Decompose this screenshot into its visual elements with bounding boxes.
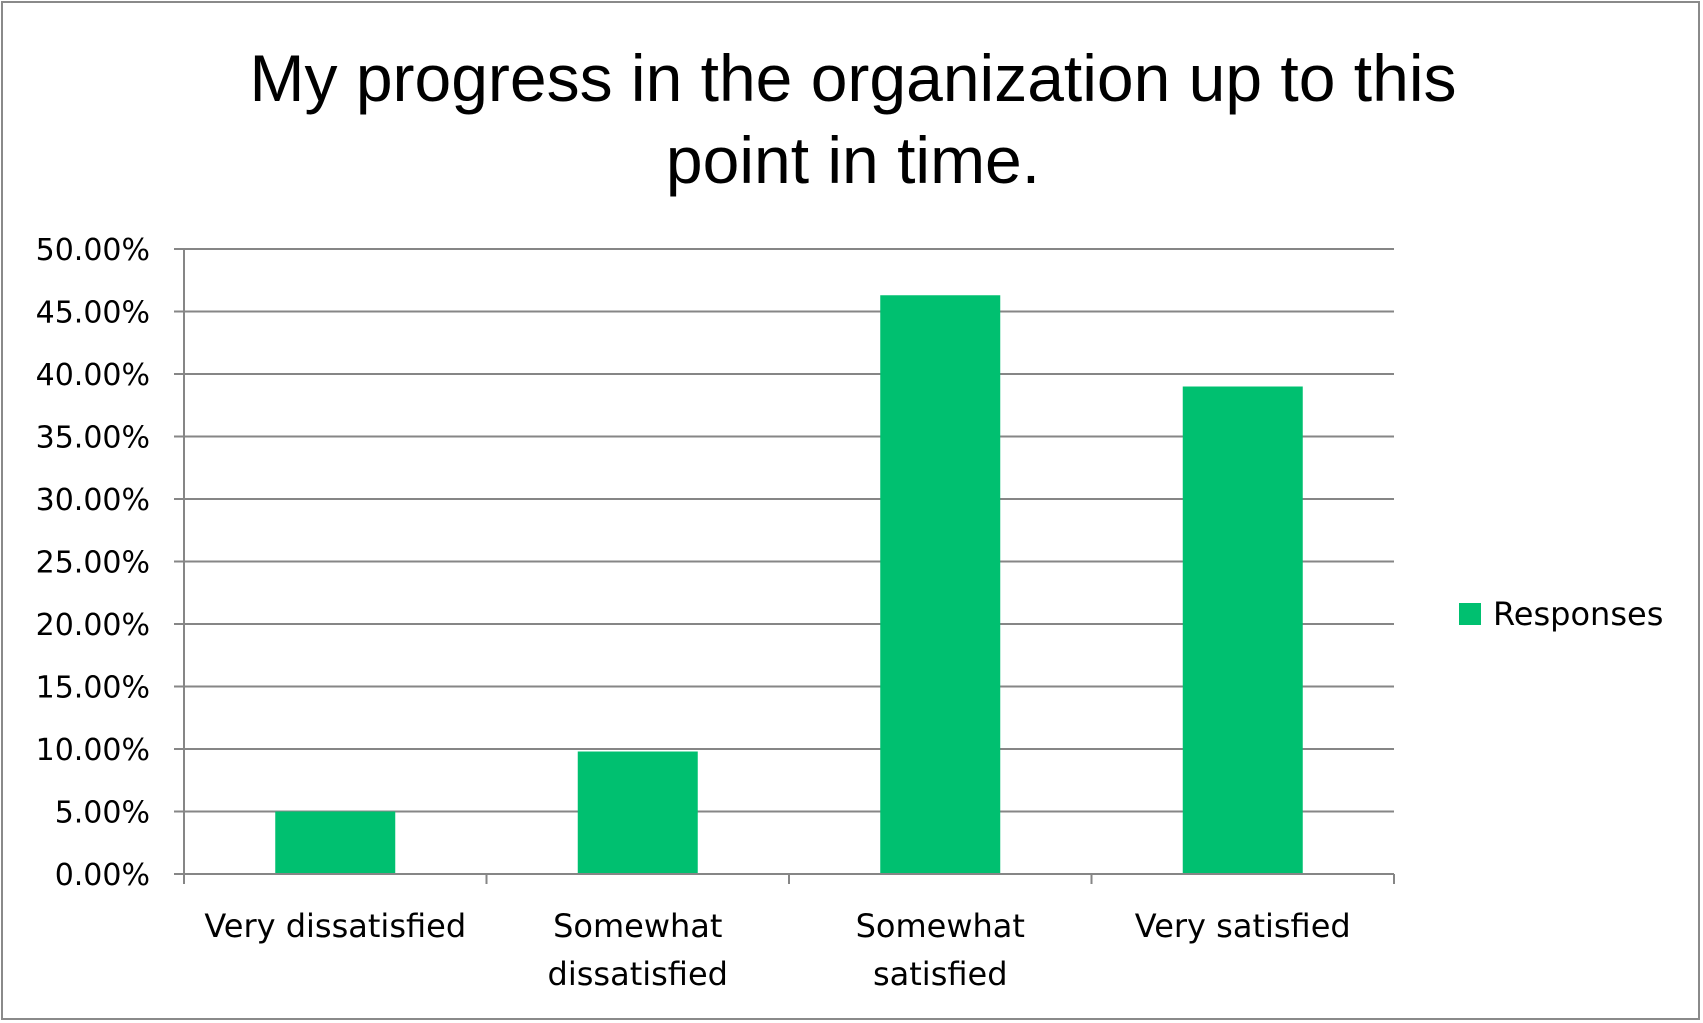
- y-tick-label: 0.00%: [55, 858, 150, 893]
- chart-title-line: My progress in the organization up to th…: [250, 41, 1457, 115]
- y-tick-label: 20.00%: [36, 608, 150, 643]
- chart-title-line: point in time.: [666, 123, 1040, 197]
- x-category-label: dissatisfied: [548, 955, 728, 993]
- x-category-label: Somewhat: [553, 907, 722, 945]
- axes: [183, 249, 1395, 884]
- x-category-label: Very dissatisfied: [204, 907, 466, 945]
- legend-label: Responses: [1493, 595, 1663, 633]
- y-tick-label: 35.00%: [36, 421, 150, 456]
- y-tick-label: 30.00%: [36, 483, 150, 518]
- legend: Responses: [1459, 595, 1663, 633]
- y-tick-label: 40.00%: [36, 358, 150, 393]
- y-tick-label: 25.00%: [36, 546, 150, 581]
- bar-very-satisfied: [1182, 386, 1303, 874]
- x-category-label: satisfied: [873, 955, 1008, 993]
- y-tick-label: 10.00%: [36, 733, 150, 768]
- y-tick-label: 15.00%: [36, 671, 150, 706]
- chart-title: My progress in the organization up to th…: [250, 41, 1457, 197]
- bar-very-dissatisfied: [275, 811, 396, 874]
- x-category-label: Very satisfied: [1135, 907, 1351, 945]
- x-category-label: Somewhat: [856, 907, 1025, 945]
- y-tick-labels: 0.00% 5.00% 10.00% 15.00% 20.00% 25.00% 30.00%…: [36, 233, 150, 893]
- bar-somewhat-satisfied: [880, 295, 1001, 874]
- y-tick-label: 45.00%: [36, 296, 150, 331]
- legend-swatch: [1459, 603, 1481, 625]
- x-category-labels: Very dissatisfied Somewhat dissatisfied Som…: [204, 907, 1350, 993]
- y-tick-label: 5.00%: [55, 796, 150, 831]
- chart-svg: My progress in the organization up to th…: [36, 41, 1664, 993]
- bars: [275, 295, 1303, 874]
- bar-somewhat-dissatisfied: [577, 751, 698, 874]
- y-tick-label: 50.00%: [36, 233, 150, 268]
